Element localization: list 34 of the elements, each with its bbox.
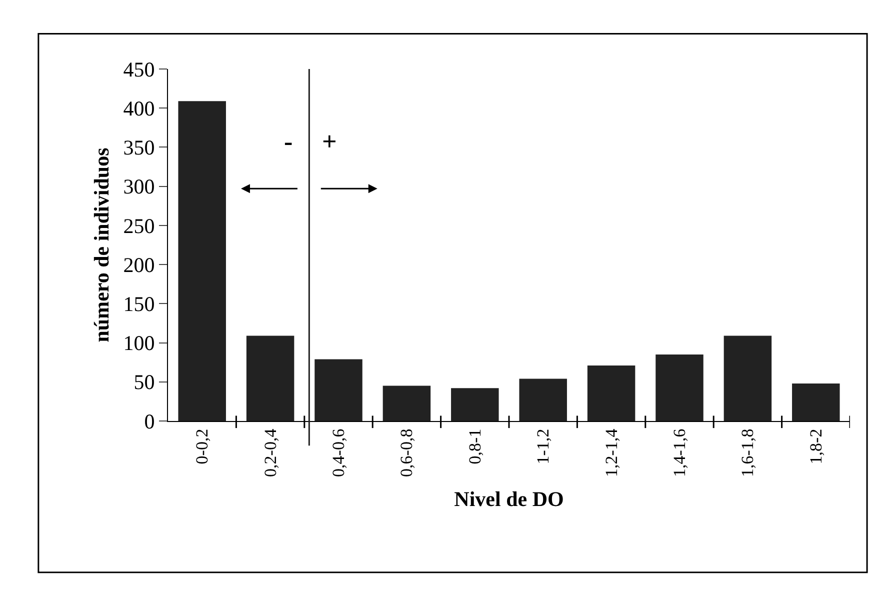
bar [451, 388, 499, 421]
bar [382, 386, 431, 421]
x-tick-label: 0,2-0,4 [260, 428, 280, 477]
y-tick-label: 100 [123, 331, 155, 356]
bar [724, 336, 772, 421]
y-tick-label: 250 [123, 214, 155, 238]
x-tick-label: 0,6-0,8 [397, 428, 416, 477]
y-tick-label: 300 [123, 174, 155, 199]
y-tick-label: 200 [123, 252, 155, 277]
y-tick-label: 150 [123, 292, 155, 316]
x-tick-label: 0-0,2 [192, 428, 212, 464]
y-tick-label: 400 [123, 96, 155, 120]
y-tick-label: 0 [144, 409, 155, 434]
annotation: - [284, 127, 293, 156]
x-tick-label: 1,8-2 [806, 428, 826, 464]
x-tick-label: 1,4-1,6 [670, 428, 690, 477]
y-tick-label: 450 [123, 57, 155, 82]
bar [792, 383, 840, 421]
bar [246, 336, 294, 421]
y-tick-label: 50 [134, 370, 155, 394]
bar [178, 101, 226, 421]
y-tick-label: 350 [123, 136, 155, 160]
bar [519, 378, 567, 421]
x-tick-label: 0,4-0,6 [329, 428, 348, 477]
bar [314, 359, 362, 421]
bar [587, 365, 636, 421]
x-tick-label: 0,8-1 [465, 428, 484, 464]
x-tick-label: 1,2-1,4 [602, 428, 621, 477]
x-tick-label: 1,6-1,8 [738, 428, 758, 477]
x-tick-label: 1-1,2 [534, 428, 553, 464]
x-axis-title: Nivel de DO [454, 487, 564, 512]
annotation: + [322, 127, 337, 156]
bar [656, 354, 704, 421]
y-axis-title: número de individuos [89, 148, 114, 342]
